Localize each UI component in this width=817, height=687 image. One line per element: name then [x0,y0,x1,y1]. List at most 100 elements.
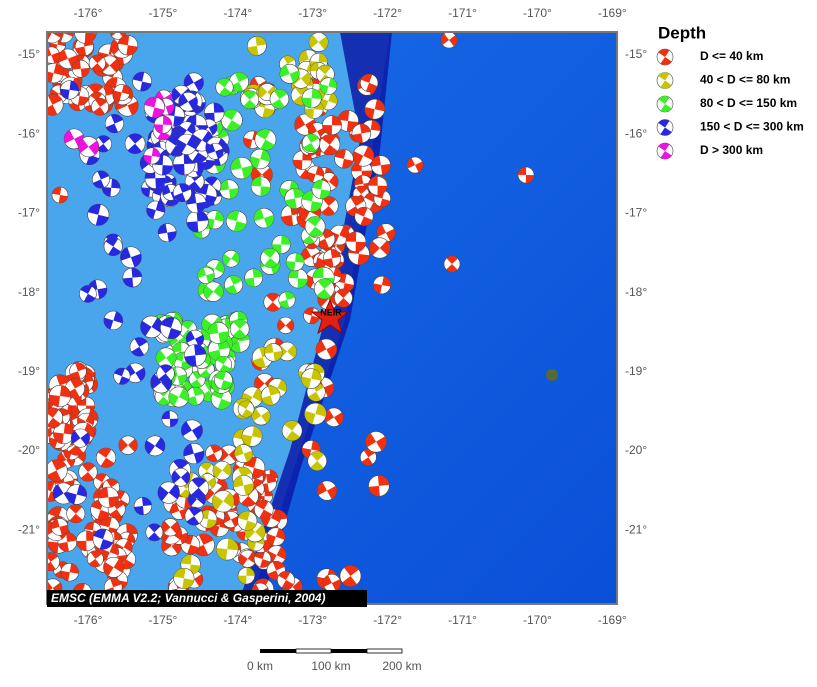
ball-lobe [192,387,204,397]
beachball [71,59,90,78]
lat-label-right: -15° [625,47,647,61]
ball-lobe [328,78,337,89]
lon-label-bottom: -172° [373,613,402,627]
ball-lobe [193,450,205,464]
lat-label-right: -21° [625,522,647,536]
ball-lobe [184,74,194,88]
ball-lobe [95,98,108,107]
ball-lobe [222,253,232,266]
ball-lobe [157,485,169,502]
beachball [313,278,335,300]
ball-lobe [173,192,186,202]
ball-lobe [186,330,195,343]
ball-lobe [98,135,110,144]
ball-lobe [218,331,229,344]
beachball [206,142,224,160]
ball-lobe [326,344,337,359]
ball-lobe [126,45,138,56]
ball-lobe [304,410,316,425]
ball-lobe [318,65,332,75]
beachball [122,267,143,288]
ball-lobe [328,92,338,105]
ball-lobe [113,90,122,101]
lat-label-left: -20° [18,443,40,457]
ball-lobe [239,400,251,410]
ball-lobe [120,559,135,570]
ball-lobe [203,194,217,206]
beachball [48,385,72,408]
map-area [47,32,617,604]
ball-lobe [91,54,104,64]
ball-lobe [173,568,186,579]
ball-lobe [243,483,254,496]
ball-lobe [449,35,457,47]
credit-box [47,590,367,607]
beachball [253,550,272,568]
beachball [406,156,424,174]
beachball [129,337,149,357]
beachball [168,386,190,408]
ball-lobe [336,288,350,299]
ball-lobe [318,53,328,63]
ball-lobe [308,391,321,402]
ball-lobe [194,344,207,356]
ball-lobe [114,368,125,377]
ball-lobe [93,106,106,116]
ball-lobe [381,276,391,287]
ball-lobe [103,317,114,330]
beachball [183,443,205,465]
ball-lobe [141,187,151,198]
ball-lobe [195,184,209,195]
ball-lobe [181,320,194,330]
ball-lobe [234,445,244,457]
ball-lobe [131,268,142,278]
beachball [304,402,327,425]
beachball [177,121,196,140]
ball-lobe [142,497,152,507]
ball-lobe [308,226,323,237]
ball-lobe [223,492,235,508]
ball-lobe [178,125,187,138]
lat-label-right: -18° [625,285,647,299]
beachball [185,329,205,348]
ball-lobe [155,177,166,189]
ball-lobe [199,369,212,378]
ball-lobe [255,500,269,510]
ball-lobe [237,467,252,478]
ball-lobe [337,298,351,308]
ball-lobe [157,396,170,406]
legend-title: Depth [658,23,706,42]
beachball [124,133,146,155]
ball-lobe [70,371,81,380]
beachball [144,435,166,457]
ball-lobe [352,151,364,166]
lon-label-top: -176° [74,6,103,20]
ball-lobe [106,478,119,488]
ball-lobe [109,58,120,73]
ball-lobe [159,364,173,374]
ball-lobe [75,362,86,372]
island [546,369,558,381]
lat-label-left: -19° [18,364,40,378]
scale-bar [260,648,403,654]
scale-label: 200 km [382,659,421,673]
ball-lobe [407,157,415,169]
ball-lobe [78,138,89,153]
ball-lobe [214,210,224,222]
ball-lobe [110,32,118,37]
ball-lobe [525,175,534,183]
beachball [66,484,88,505]
ball-lobe [441,33,449,45]
ball-lobe [355,207,368,217]
ball-lobe [222,463,232,477]
ball-lobe [51,518,60,530]
ball-lobe [658,143,670,151]
beachball [281,420,303,442]
ball-lobe [287,344,297,358]
ball-lobe [275,528,285,540]
ball-lobe [134,506,144,515]
ball-lobe [212,464,223,478]
ball-lobe [277,319,286,331]
beachball [656,95,674,113]
legend-label: 80 < D <= 150 km [700,96,797,110]
